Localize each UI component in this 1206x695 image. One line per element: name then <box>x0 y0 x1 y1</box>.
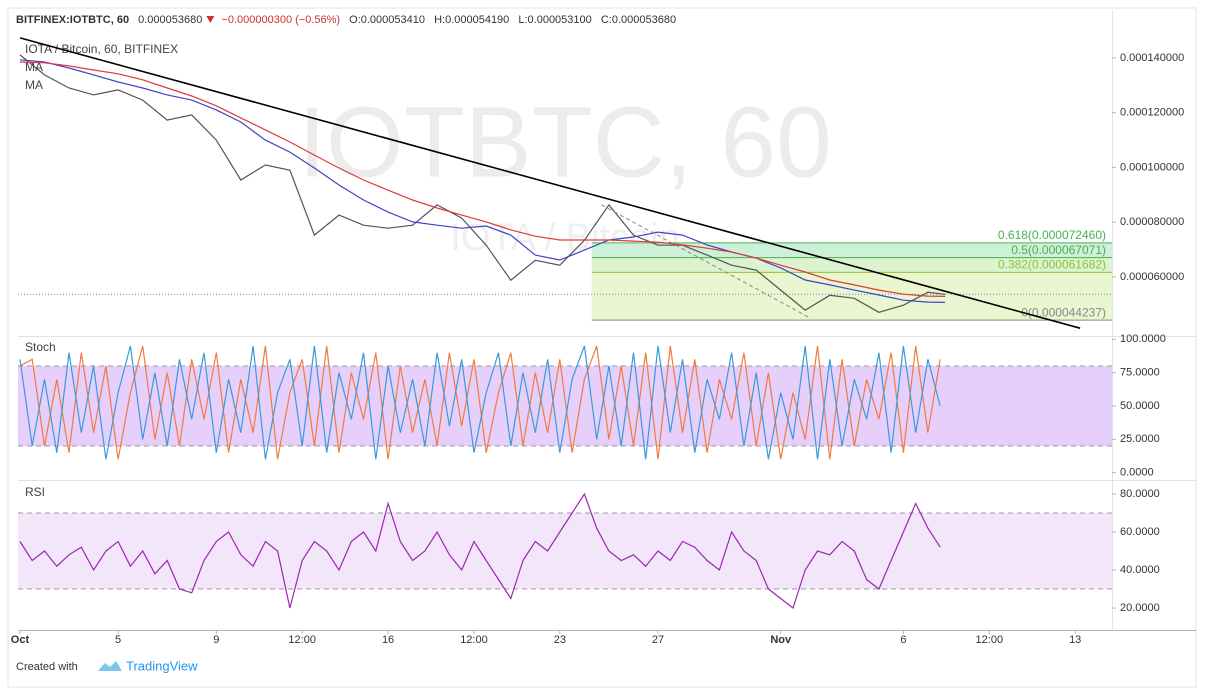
brand[interactable]: TradingView <box>126 658 198 673</box>
x-tick-label: Oct <box>11 634 30 646</box>
series-line <box>19 59 946 303</box>
symbol: BITFINEX:IOTBTC, 60 <box>16 14 129 26</box>
fib-label: 0(0.000044237) <box>1021 305 1106 319</box>
down-triangle <box>206 16 215 23</box>
pane-title: RSI <box>25 485 45 499</box>
y-tick-label: 100.0000 <box>1120 333 1166 345</box>
y-tick-label: 75.0000 <box>1120 367 1160 379</box>
price-line <box>19 54 946 313</box>
y-tick-label: 0.0000 <box>1120 467 1154 479</box>
high: H:0.000054190 <box>434 14 509 26</box>
fib-label: 0.618(0.000072460) <box>998 228 1106 242</box>
last-price: 0.000053680 <box>138 14 202 26</box>
y-tick-label: 20.0000 <box>1120 602 1160 614</box>
fib-label: 0.382(0.000061682) <box>998 258 1106 272</box>
x-tick-label: 12:00 <box>460 634 488 646</box>
x-tick-label: Nov <box>770 634 792 646</box>
x-tick-label: 13 <box>1069 634 1081 646</box>
created-with: Created with <box>16 661 78 673</box>
pane-title: IOTA / Bitcoin, 60, BITFINEX <box>25 42 178 56</box>
x-tick-label: 6 <box>900 634 906 646</box>
legend-entry: MA <box>25 60 43 74</box>
series-line <box>19 345 941 460</box>
y-tick-label: 50.0000 <box>1120 400 1160 412</box>
fib-label: 0.5(0.000067071) <box>1011 243 1106 257</box>
x-tick-label: 9 <box>213 634 219 646</box>
trendline <box>19 37 1081 329</box>
x-tick-label: 12:00 <box>288 634 316 646</box>
y-tick-label: 0.000100000 <box>1120 161 1184 173</box>
x-tick-label: 23 <box>554 634 566 646</box>
header: BITFINEX:IOTBTC, 60 0.000053680 −0.00000… <box>16 14 676 26</box>
y-tick-label: 60.0000 <box>1120 526 1160 538</box>
marks-layer: IOTA / Bitcoin, 60, BITFINEX 0.000060000 0… <box>11 16 1184 646</box>
fib-zone <box>591 242 1112 258</box>
y-tick-label: 40.0000 <box>1120 564 1160 576</box>
close: C:0.000053680 <box>601 14 676 26</box>
series-line <box>19 345 941 460</box>
dashed-line <box>601 204 811 319</box>
y-tick-label: 0.000060000 <box>1120 271 1184 283</box>
series-line <box>19 492 941 609</box>
band <box>18 366 1112 446</box>
y-tick-label: 0.000080000 <box>1120 216 1184 228</box>
y-tick-label: 25.0000 <box>1120 433 1160 445</box>
low: L:0.000053100 <box>518 14 591 26</box>
tradingview-logo[interactable] <box>98 661 122 671</box>
open: O:0.000053410 <box>349 14 425 26</box>
y-tick-label: 0.000140000 <box>1120 52 1184 64</box>
x-tick-label: 27 <box>652 634 664 646</box>
y-tick-label: 0.000120000 <box>1120 107 1184 119</box>
band <box>18 513 1112 590</box>
fib-zone <box>591 272 1112 321</box>
y-tick-label: 80.0000 <box>1120 488 1160 500</box>
series-line <box>19 61 946 297</box>
change: −0.000000300 (−0.56%) <box>221 14 340 26</box>
watermark: IOTBTC, 60 <box>298 86 831 198</box>
x-tick-label: 12:00 <box>976 634 1004 646</box>
pane-title: Stoch <box>25 340 56 354</box>
legend-entry: MA <box>25 78 43 92</box>
x-tick-label: 5 <box>115 634 121 646</box>
x-tick-label: 16 <box>382 634 394 646</box>
